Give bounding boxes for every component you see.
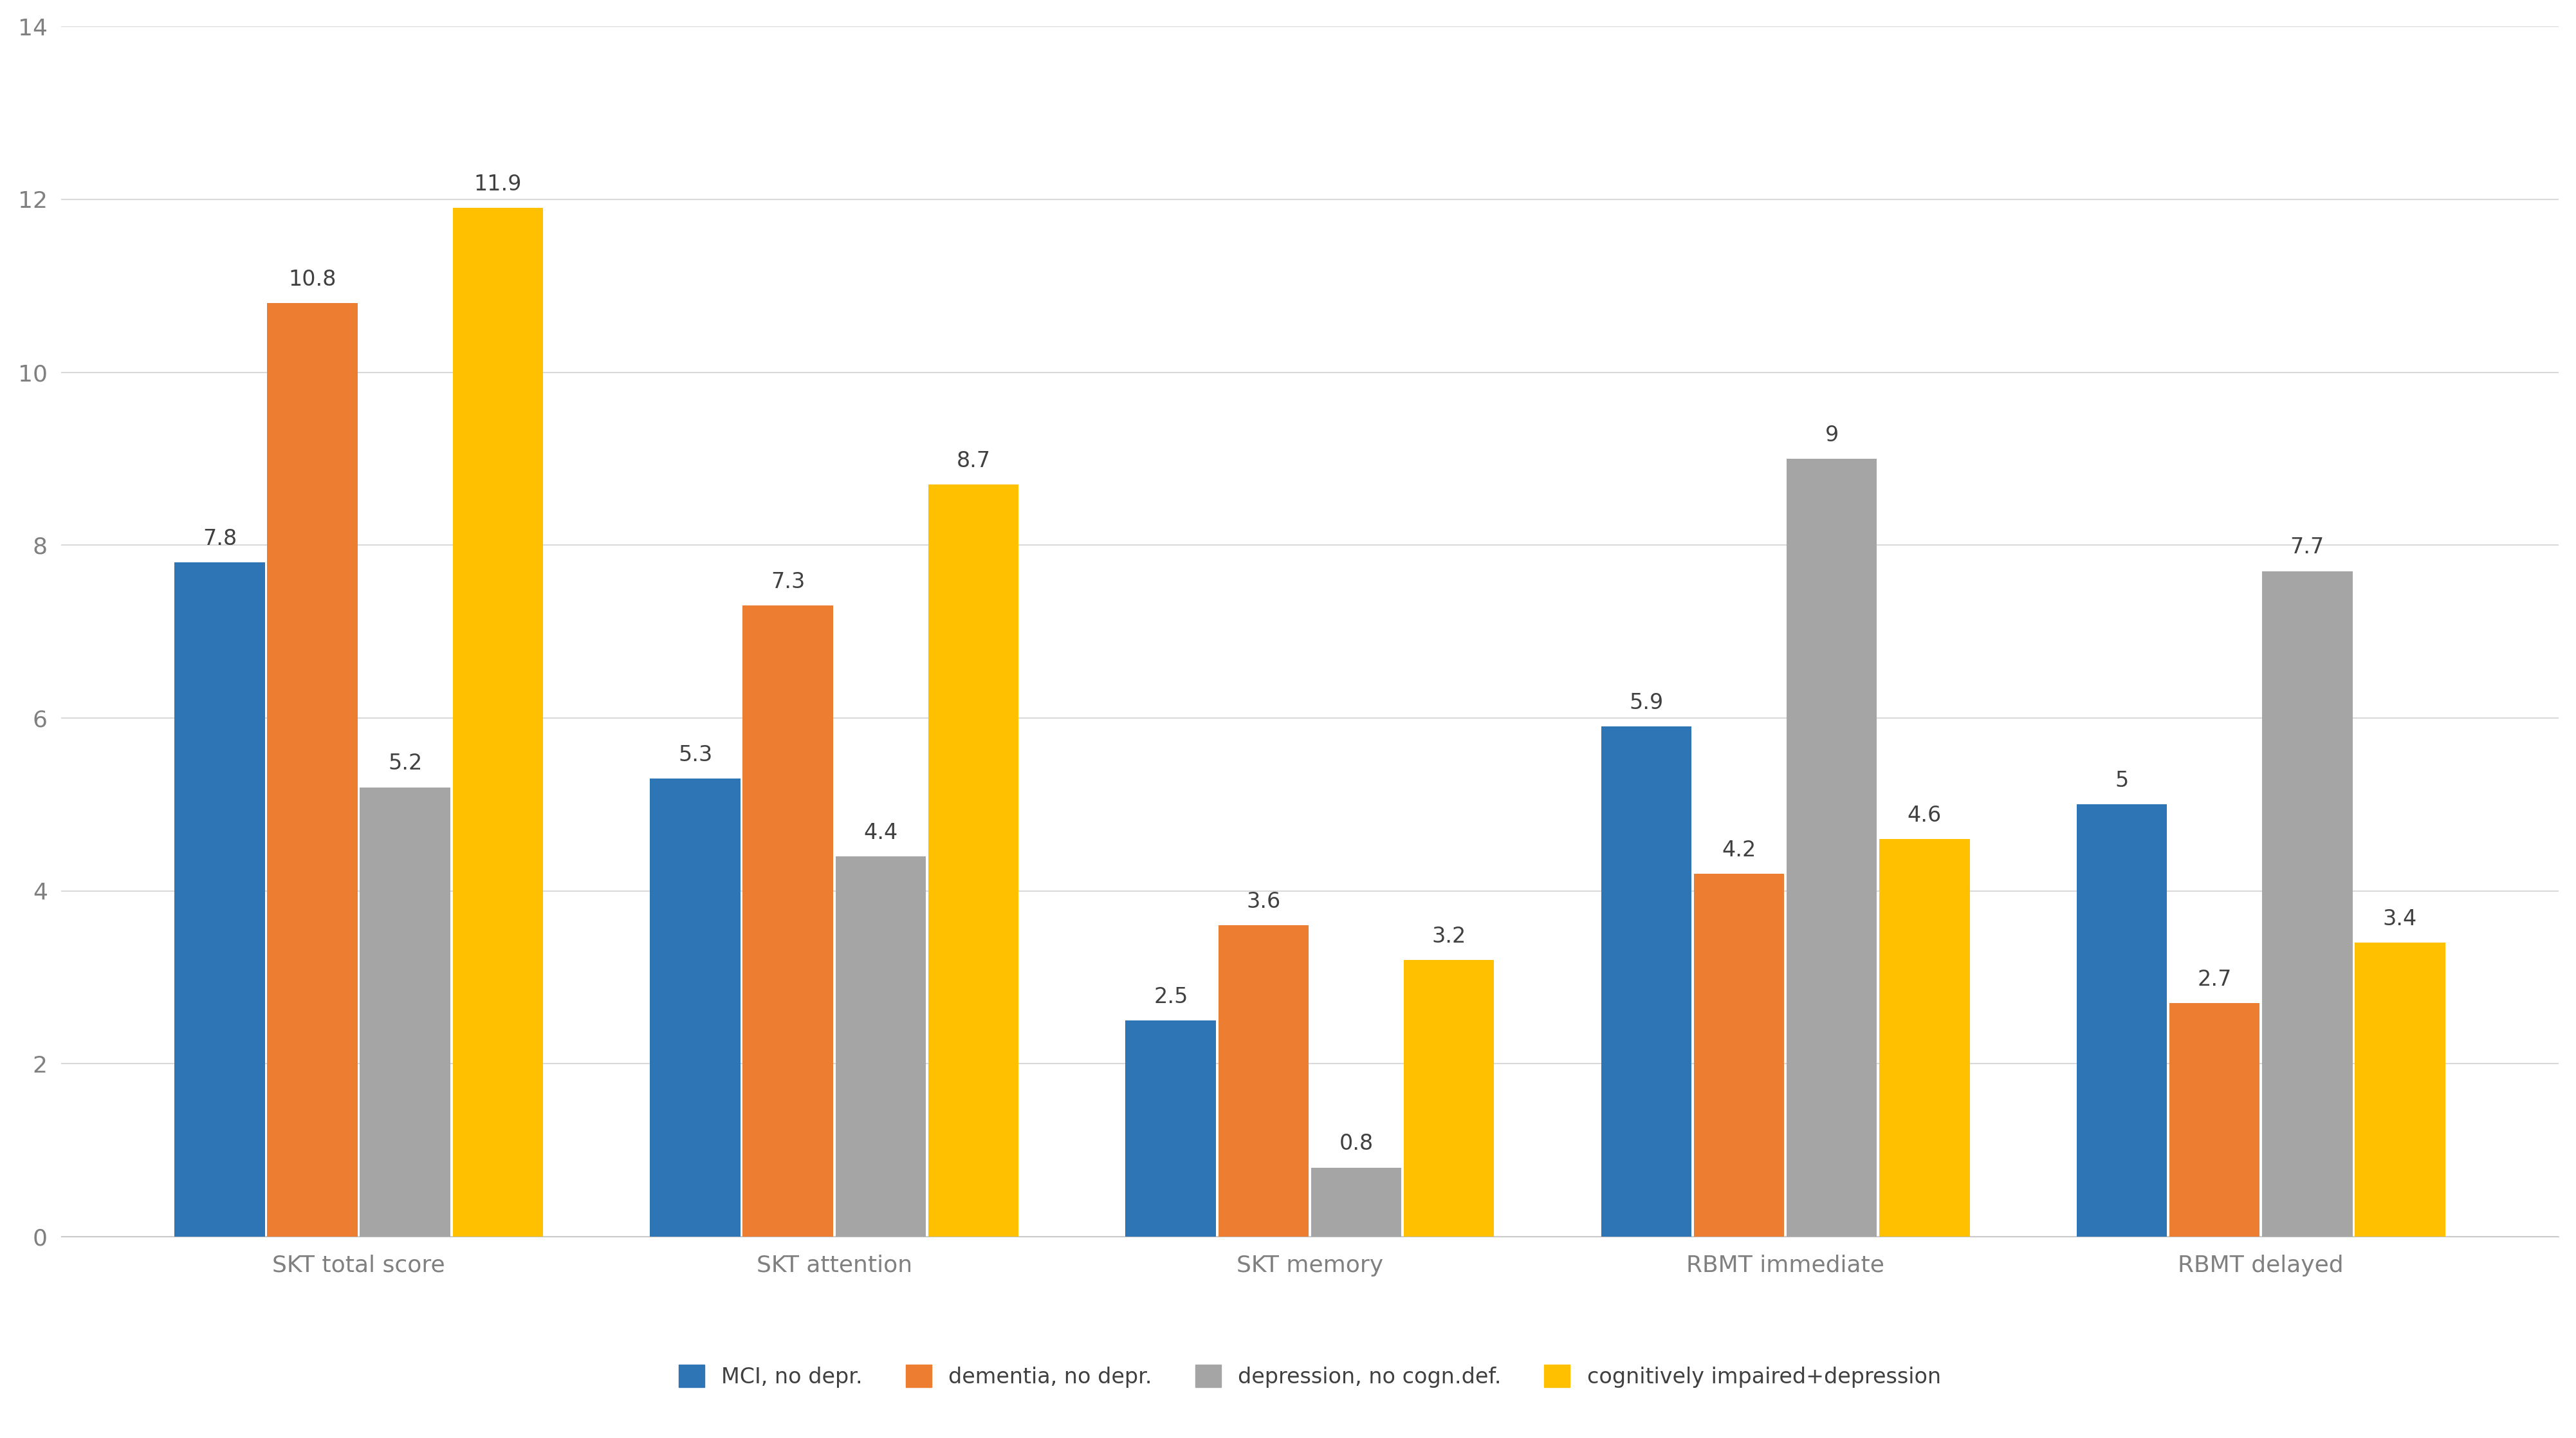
Text: 3.2: 3.2 — [1432, 926, 1466, 948]
Bar — [2262, 571, 2352, 1237]
Bar — [1311, 1168, 1401, 1237]
Bar — [742, 605, 832, 1237]
Bar — [1404, 961, 1494, 1237]
Bar — [1600, 726, 1690, 1237]
Bar — [2169, 1004, 2259, 1237]
Text: 9: 9 — [1824, 424, 1839, 446]
Text: 4.4: 4.4 — [863, 823, 896, 844]
Bar — [2076, 804, 2166, 1237]
Bar — [2354, 943, 2445, 1237]
Bar — [361, 787, 451, 1237]
Bar — [1692, 874, 1783, 1237]
Text: 7.7: 7.7 — [2290, 536, 2324, 558]
Bar — [835, 857, 925, 1237]
Text: 5: 5 — [2115, 771, 2128, 791]
Bar — [649, 778, 739, 1237]
Text: 5.9: 5.9 — [1628, 693, 1664, 713]
Text: 3.4: 3.4 — [2383, 909, 2416, 930]
Text: 0.8: 0.8 — [1340, 1133, 1373, 1155]
Bar — [1126, 1021, 1216, 1237]
Legend: MCI, no depr., dementia, no depr., depression, no cogn.def., cognitively impaire: MCI, no depr., dementia, no depr., depre… — [670, 1356, 1950, 1396]
Bar — [1878, 838, 1968, 1237]
Text: 4.6: 4.6 — [1906, 805, 1942, 825]
Bar — [453, 209, 544, 1237]
Text: 4.2: 4.2 — [1721, 840, 1757, 861]
Text: 5.3: 5.3 — [677, 745, 711, 765]
Bar — [175, 562, 265, 1237]
Text: 2.5: 2.5 — [1154, 986, 1188, 1008]
Bar — [1218, 926, 1309, 1237]
Text: 7.8: 7.8 — [204, 528, 237, 549]
Bar — [927, 485, 1018, 1237]
Text: 3.6: 3.6 — [1247, 892, 1280, 913]
Text: 5.2: 5.2 — [389, 754, 422, 774]
Bar — [268, 303, 358, 1237]
Text: 11.9: 11.9 — [474, 174, 520, 196]
Text: 2.7: 2.7 — [2197, 969, 2231, 991]
Bar — [1785, 459, 1875, 1237]
Text: 10.8: 10.8 — [289, 269, 335, 290]
Text: 8.7: 8.7 — [956, 450, 989, 472]
Text: 7.3: 7.3 — [770, 571, 804, 592]
